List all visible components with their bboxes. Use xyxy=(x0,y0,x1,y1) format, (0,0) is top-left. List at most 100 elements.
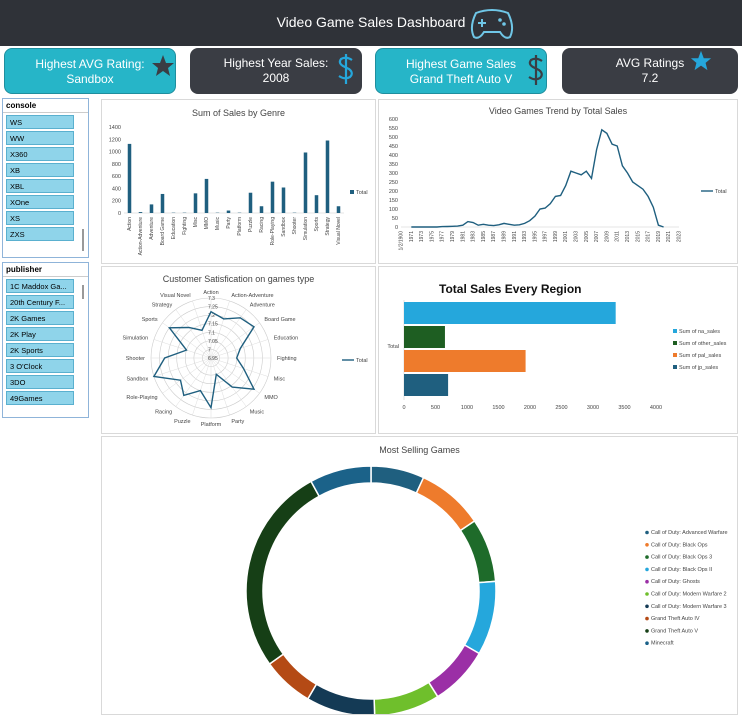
gamepad-icon xyxy=(470,9,514,39)
radar-spoke xyxy=(153,339,212,359)
x-tick-label: 1500 xyxy=(492,405,504,411)
slicer-item[interactable]: 2K Sports xyxy=(6,343,74,357)
radar-tick-label: 7.05 xyxy=(208,339,218,345)
x-tick-label: Board Game xyxy=(160,217,166,246)
x-tick-label: 1981 xyxy=(460,231,466,242)
slicer-item[interactable]: 2K Play xyxy=(6,327,74,341)
legend-label: Call of Duty: Black Ops xyxy=(651,542,708,548)
kpi-avg-ratings: AVG Ratings 7.2 xyxy=(562,48,738,94)
radar-tick-label: 6.95 xyxy=(208,356,218,362)
slicer-scrollbar[interactable] xyxy=(82,229,84,251)
kpi-label: Highest Game Sales xyxy=(405,57,517,71)
slicer-item[interactable]: 20th Century F... xyxy=(6,295,74,309)
legend-swatch xyxy=(645,543,649,547)
legend-label: Total xyxy=(356,190,368,196)
x-tick-label: Education xyxy=(171,217,177,239)
watermark-latin: mostaql.com xyxy=(338,683,396,694)
bar xyxy=(204,178,209,213)
radar-spoke xyxy=(162,357,212,394)
slicer-item[interactable]: 3 O'Clock xyxy=(6,359,74,373)
console-slicer: console WS WW X360 XB XBL XOne XS ZXS xyxy=(2,98,89,258)
slicer-item[interactable]: X360 xyxy=(6,147,74,161)
radar-spoke xyxy=(210,309,247,359)
slicer-item[interactable]: XBL xyxy=(6,179,74,193)
bar xyxy=(149,204,154,213)
slicer-scrollbar[interactable] xyxy=(82,285,84,299)
slicer-item[interactable]: ZXS xyxy=(6,227,74,241)
radar-spoke xyxy=(153,357,212,377)
x-tick-label: 1997 xyxy=(543,231,549,242)
radar-tick-label: 7.1 xyxy=(208,330,215,336)
x-tick-label: 1999 xyxy=(553,231,559,242)
slicer-item[interactable]: 1C Maddox Ga... xyxy=(6,279,74,293)
radar-axis-label: MMO xyxy=(264,395,278,401)
y-tick-label: 150 xyxy=(389,198,398,204)
x-tick-label: Sandbox xyxy=(281,217,287,237)
trend-line xyxy=(411,128,664,228)
slicer-item[interactable]: XB xyxy=(6,163,74,177)
y-tick-label: 600 xyxy=(112,174,121,180)
watermark: مستقل mostaql.com xyxy=(322,661,412,695)
slicer-item[interactable]: 2K Games xyxy=(6,311,74,325)
x-tick-label: 1991 xyxy=(512,231,518,242)
legend-swatch xyxy=(645,604,649,609)
x-tick-label: 3000 xyxy=(587,405,599,411)
slicer-item[interactable]: WS xyxy=(6,115,74,129)
y-tick-label: 100 xyxy=(389,207,398,213)
radar-axis-label: Action xyxy=(203,290,218,296)
radar-spoke xyxy=(210,357,260,394)
y-tick-label: 350 xyxy=(389,162,398,168)
doughnut-slice xyxy=(415,476,476,532)
radar-tick-label: 7.15 xyxy=(208,322,218,328)
satisfaction-panel: Customer Satisfication on games type 6.9… xyxy=(101,266,376,434)
legend-label: Sum of na_sales xyxy=(679,329,720,335)
radar-spoke xyxy=(175,309,212,359)
x-tick-label: 1995 xyxy=(532,231,538,242)
radar-axis-label: Sports xyxy=(142,317,158,323)
bar xyxy=(270,181,275,213)
kpi-value: 7.2 xyxy=(641,71,659,85)
legend-label: Call of Duty: Black Ops II xyxy=(651,567,713,573)
radar-axis-label: Party xyxy=(231,419,244,425)
x-tick-label: 1973 xyxy=(419,231,425,242)
radar-axis-label: Music xyxy=(250,409,265,415)
slicer-item[interactable]: XS xyxy=(6,211,74,225)
legend-label: Sum of jp_sales xyxy=(679,365,718,371)
slicer-item[interactable]: 3DO xyxy=(6,375,74,389)
x-tick-label: 2500 xyxy=(555,405,567,411)
x-tick-label: Misc xyxy=(193,217,199,228)
x-tick-label: 1993 xyxy=(522,231,528,242)
slicer-item[interactable]: XOne xyxy=(6,195,74,209)
x-tick-label: 1971 xyxy=(409,231,415,242)
radar-axis-label: Board Game xyxy=(264,317,295,323)
x-tick-label: 1985 xyxy=(481,231,487,242)
legend-swatch xyxy=(673,329,677,333)
radar-tick-label: 7.25 xyxy=(208,305,218,311)
bar xyxy=(303,152,308,213)
radar-axis-label: Shooter xyxy=(126,356,145,362)
kpi-value: Sandbox xyxy=(66,72,114,86)
radar-spoke xyxy=(210,357,247,407)
radar-spoke xyxy=(210,300,230,359)
x-tick-label: Visual Novel xyxy=(336,217,342,245)
radar-axis-label: Misc xyxy=(274,376,286,382)
bar xyxy=(193,193,198,213)
x-tick-label: 1/2/1900 xyxy=(399,231,405,251)
radar-spoke xyxy=(192,357,212,416)
legend-swatch xyxy=(645,555,649,559)
x-tick-label: Strategy xyxy=(325,217,331,236)
radar-spoke xyxy=(175,357,212,407)
slicer-item[interactable]: WW xyxy=(6,131,74,145)
x-tick-label: 1989 xyxy=(501,231,507,242)
radar-series xyxy=(152,310,256,410)
slicer-item[interactable]: 49Games xyxy=(6,391,74,405)
x-tick-label: Puzzle xyxy=(248,217,254,232)
x-tick-label: Action-Adventure xyxy=(138,217,144,256)
radar-axis-label: Fighting xyxy=(277,356,297,362)
bar xyxy=(336,206,341,213)
y-tick-label: 400 xyxy=(389,153,398,159)
radar-tick-label: 7 xyxy=(208,347,211,353)
dashboard-header: Video Game Sales Dashboard xyxy=(0,0,742,46)
x-tick-label: 1983 xyxy=(471,231,477,242)
